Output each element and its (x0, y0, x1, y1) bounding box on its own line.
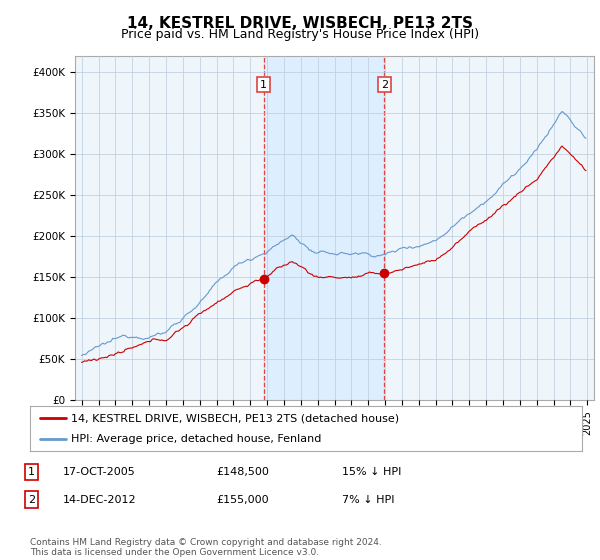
Text: 14, KESTREL DRIVE, WISBECH, PE13 2TS: 14, KESTREL DRIVE, WISBECH, PE13 2TS (127, 16, 473, 31)
Text: Contains HM Land Registry data © Crown copyright and database right 2024.
This d: Contains HM Land Registry data © Crown c… (30, 538, 382, 557)
Text: 1: 1 (28, 467, 35, 477)
Text: HPI: Average price, detached house, Fenland: HPI: Average price, detached house, Fenl… (71, 433, 322, 444)
Bar (263, 56, 384, 400)
Text: 1: 1 (260, 80, 267, 90)
Text: 7% ↓ HPI: 7% ↓ HPI (342, 494, 395, 505)
Text: 14-DEC-2012: 14-DEC-2012 (63, 494, 137, 505)
Text: 15% ↓ HPI: 15% ↓ HPI (342, 467, 401, 477)
Text: £148,500: £148,500 (216, 467, 269, 477)
Text: 14, KESTREL DRIVE, WISBECH, PE13 2TS (detached house): 14, KESTREL DRIVE, WISBECH, PE13 2TS (de… (71, 413, 400, 423)
Text: £155,000: £155,000 (216, 494, 269, 505)
Text: 2: 2 (28, 494, 35, 505)
Text: Price paid vs. HM Land Registry's House Price Index (HPI): Price paid vs. HM Land Registry's House … (121, 28, 479, 41)
Text: 17-OCT-2005: 17-OCT-2005 (63, 467, 136, 477)
Text: 2: 2 (380, 80, 388, 90)
